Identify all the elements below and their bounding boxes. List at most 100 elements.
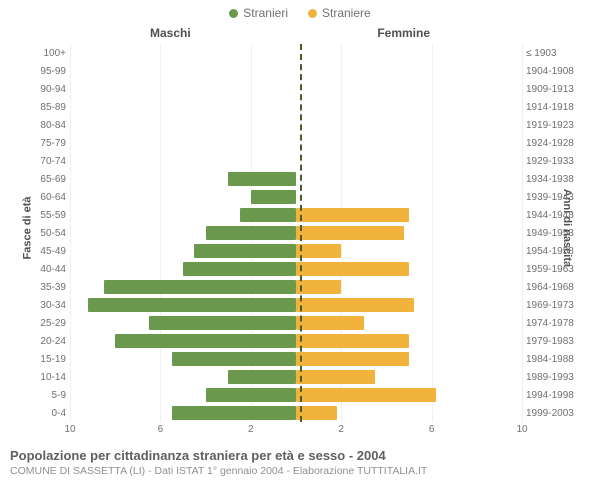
age-label: 80-84 xyxy=(28,120,66,131)
birth-year-label: 1909-1913 xyxy=(526,84,592,95)
x-tick: 10 xyxy=(516,424,527,435)
birth-year-label: 1999-2003 xyxy=(526,408,592,419)
x-axis: 10622610 xyxy=(70,424,522,440)
birth-year-label: 1984-1988 xyxy=(526,354,592,365)
age-label: 30-34 xyxy=(28,300,66,311)
age-label: 40-44 xyxy=(28,264,66,275)
column-title-left: Maschi xyxy=(150,26,191,40)
bar-male xyxy=(183,262,296,276)
footer-title: Popolazione per cittadinanza straniera p… xyxy=(10,448,590,463)
bar-pair xyxy=(70,298,522,312)
legend-dot-male xyxy=(229,9,238,18)
chart-row: 85-891914-1918 xyxy=(70,98,522,116)
age-label: 25-29 xyxy=(28,318,66,329)
bar-pair xyxy=(70,208,522,222)
pyramid-chart: Maschi Femmine Fasce di età Anni di nasc… xyxy=(0,22,600,442)
age-label: 60-64 xyxy=(28,192,66,203)
birth-year-label: 1914-1918 xyxy=(526,102,592,113)
chart-row: 40-441959-1963 xyxy=(70,260,522,278)
bar-pair xyxy=(70,406,522,420)
x-tick: 2 xyxy=(248,424,254,435)
chart-row: 45-491954-1958 xyxy=(70,242,522,260)
chart-row: 70-741929-1933 xyxy=(70,152,522,170)
bar-pair xyxy=(70,280,522,294)
bar-female xyxy=(296,406,337,420)
age-label: 35-39 xyxy=(28,282,66,293)
age-label: 55-59 xyxy=(28,210,66,221)
bar-female xyxy=(296,244,341,258)
legend: Stranieri Straniere xyxy=(0,0,600,22)
chart-row: 30-341969-1973 xyxy=(70,296,522,314)
footer: Popolazione per cittadinanza straniera p… xyxy=(0,442,600,477)
bar-pair xyxy=(70,46,522,60)
x-tick: 6 xyxy=(158,424,164,435)
birth-year-label: 1959-1963 xyxy=(526,264,592,275)
age-label: 0-4 xyxy=(28,408,66,419)
age-label: 15-19 xyxy=(28,354,66,365)
bar-male xyxy=(194,244,296,258)
bar-pair xyxy=(70,118,522,132)
center-divider xyxy=(300,44,302,422)
bar-pair xyxy=(70,154,522,168)
bar-male xyxy=(240,208,297,222)
chart-row: 90-941909-1913 xyxy=(70,80,522,98)
birth-year-label: 1994-1998 xyxy=(526,390,592,401)
legend-label-female: Straniere xyxy=(322,6,371,20)
bar-male xyxy=(149,316,296,330)
chart-row: 35-391964-1968 xyxy=(70,278,522,296)
bar-male xyxy=(206,226,296,240)
chart-row: 100+≤ 1903 xyxy=(70,44,522,62)
bar-male xyxy=(228,370,296,384)
chart-row: 95-991904-1908 xyxy=(70,62,522,80)
chart-row: 60-641939-1943 xyxy=(70,188,522,206)
chart-row: 80-841919-1923 xyxy=(70,116,522,134)
birth-year-label: 1904-1908 xyxy=(526,66,592,77)
birth-year-label: 1944-1948 xyxy=(526,210,592,221)
bar-pair xyxy=(70,172,522,186)
age-label: 5-9 xyxy=(28,390,66,401)
bar-female xyxy=(296,280,341,294)
bar-pair xyxy=(70,370,522,384)
chart-row: 50-541949-1953 xyxy=(70,224,522,242)
chart-row: 0-41999-2003 xyxy=(70,404,522,422)
birth-year-label: 1934-1938 xyxy=(526,174,592,185)
bar-male xyxy=(172,406,296,420)
birth-year-label: 1974-1978 xyxy=(526,318,592,329)
bar-male xyxy=(88,298,296,312)
birth-year-label: 1964-1968 xyxy=(526,282,592,293)
bar-female xyxy=(296,262,409,276)
birth-year-label: 1924-1928 xyxy=(526,138,592,149)
bar-pair xyxy=(70,352,522,366)
bar-male xyxy=(251,190,296,204)
bar-female xyxy=(296,370,375,384)
birth-year-label: 1969-1973 xyxy=(526,300,592,311)
age-label: 70-74 xyxy=(28,156,66,167)
bar-pair xyxy=(70,100,522,114)
bar-pair xyxy=(70,244,522,258)
bar-pair xyxy=(70,316,522,330)
bar-female xyxy=(296,208,409,222)
grid-line xyxy=(522,44,523,422)
age-label: 10-14 xyxy=(28,372,66,383)
birth-year-label: 1919-1923 xyxy=(526,120,592,131)
legend-label-male: Stranieri xyxy=(243,6,288,20)
bar-pair xyxy=(70,334,522,348)
chart-row: 75-791924-1928 xyxy=(70,134,522,152)
x-tick: 10 xyxy=(64,424,75,435)
birth-year-label: 1954-1958 xyxy=(526,246,592,257)
chart-row: 55-591944-1948 xyxy=(70,206,522,224)
age-label: 20-24 xyxy=(28,336,66,347)
birth-year-label: ≤ 1903 xyxy=(526,48,592,59)
age-label: 50-54 xyxy=(28,228,66,239)
chart-row: 10-141989-1993 xyxy=(70,368,522,386)
birth-year-label: 1979-1983 xyxy=(526,336,592,347)
birth-year-label: 1929-1933 xyxy=(526,156,592,167)
column-title-right: Femmine xyxy=(377,26,430,40)
bar-pair xyxy=(70,82,522,96)
bar-female xyxy=(296,334,409,348)
x-tick: 6 xyxy=(429,424,435,435)
bar-pair xyxy=(70,190,522,204)
age-label: 85-89 xyxy=(28,102,66,113)
bar-pair xyxy=(70,262,522,276)
bar-pair xyxy=(70,136,522,150)
